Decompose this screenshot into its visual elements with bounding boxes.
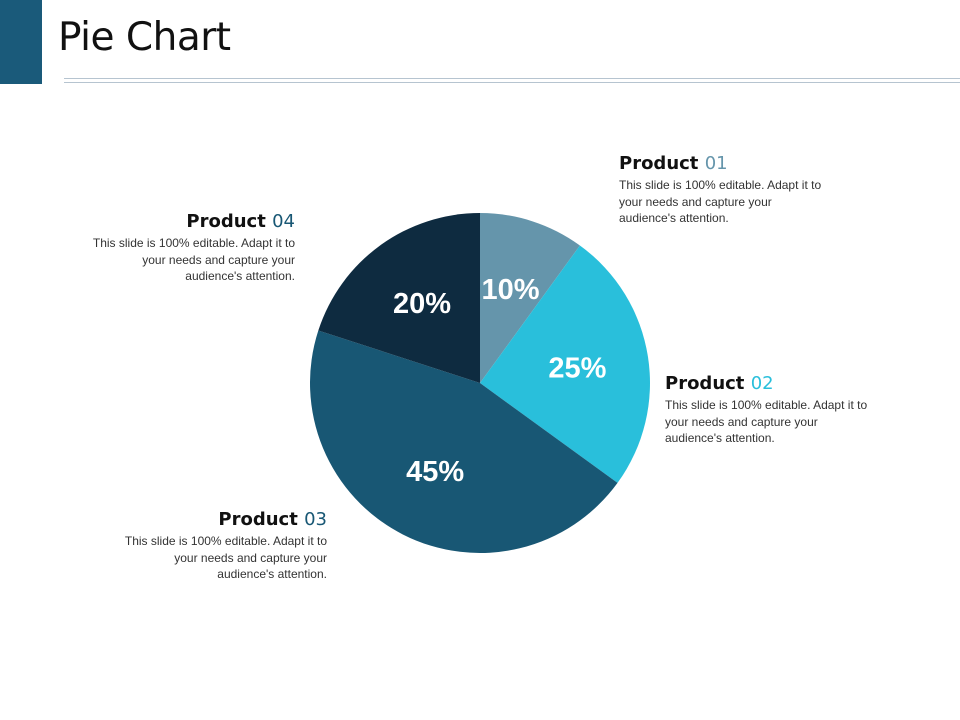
product-03-heading: Product 03 <box>117 509 327 531</box>
product-02-label: Product 02 This slide is 100% editable. … <box>665 373 875 447</box>
product-02-word: Product <box>665 373 745 394</box>
pie-slice-3 <box>310 330 618 553</box>
slide-title: Pie Chart <box>58 15 231 60</box>
product-01-heading: Product 01 <box>619 153 829 175</box>
product-01-word: Product <box>619 153 699 174</box>
product-01-description: This slide is 100% editable. Adapt it to… <box>619 178 822 225</box>
title-rule-bottom <box>64 82 960 83</box>
pie-slice-label-1: 10% <box>481 274 539 306</box>
product-03-description: This slide is 100% editable. Adapt it to… <box>124 534 327 581</box>
product-01-number: 01 <box>704 153 728 174</box>
product-02-description: This slide is 100% editable. Adapt it to… <box>665 398 868 445</box>
pie-slice-label-4: 20% <box>393 288 451 320</box>
pie-slice-2 <box>480 245 650 483</box>
product-04-label: Product 04 This slide is 100% editable. … <box>85 211 295 285</box>
product-04-heading: Product 04 <box>85 211 295 233</box>
pie-slice-label-3: 45% <box>406 456 464 488</box>
title-rule-top <box>64 78 960 79</box>
pie-slice-1 <box>480 213 580 383</box>
product-02-number: 02 <box>750 373 774 394</box>
product-04-description: This slide is 100% editable. Adapt it to… <box>92 236 295 283</box>
product-03-label: Product 03 This slide is 100% editable. … <box>117 509 327 583</box>
product-03-word: Product <box>218 509 298 530</box>
product-04-word: Product <box>186 211 266 232</box>
pie-slice-label-2: 25% <box>548 353 606 385</box>
product-02-heading: Product 02 <box>665 373 875 395</box>
product-03-number: 03 <box>304 509 327 530</box>
product-01-label: Product 01 This slide is 100% editable. … <box>619 153 829 227</box>
pie-slice-4 <box>318 213 480 383</box>
accent-bar <box>0 0 42 84</box>
product-04-number: 04 <box>272 211 295 232</box>
